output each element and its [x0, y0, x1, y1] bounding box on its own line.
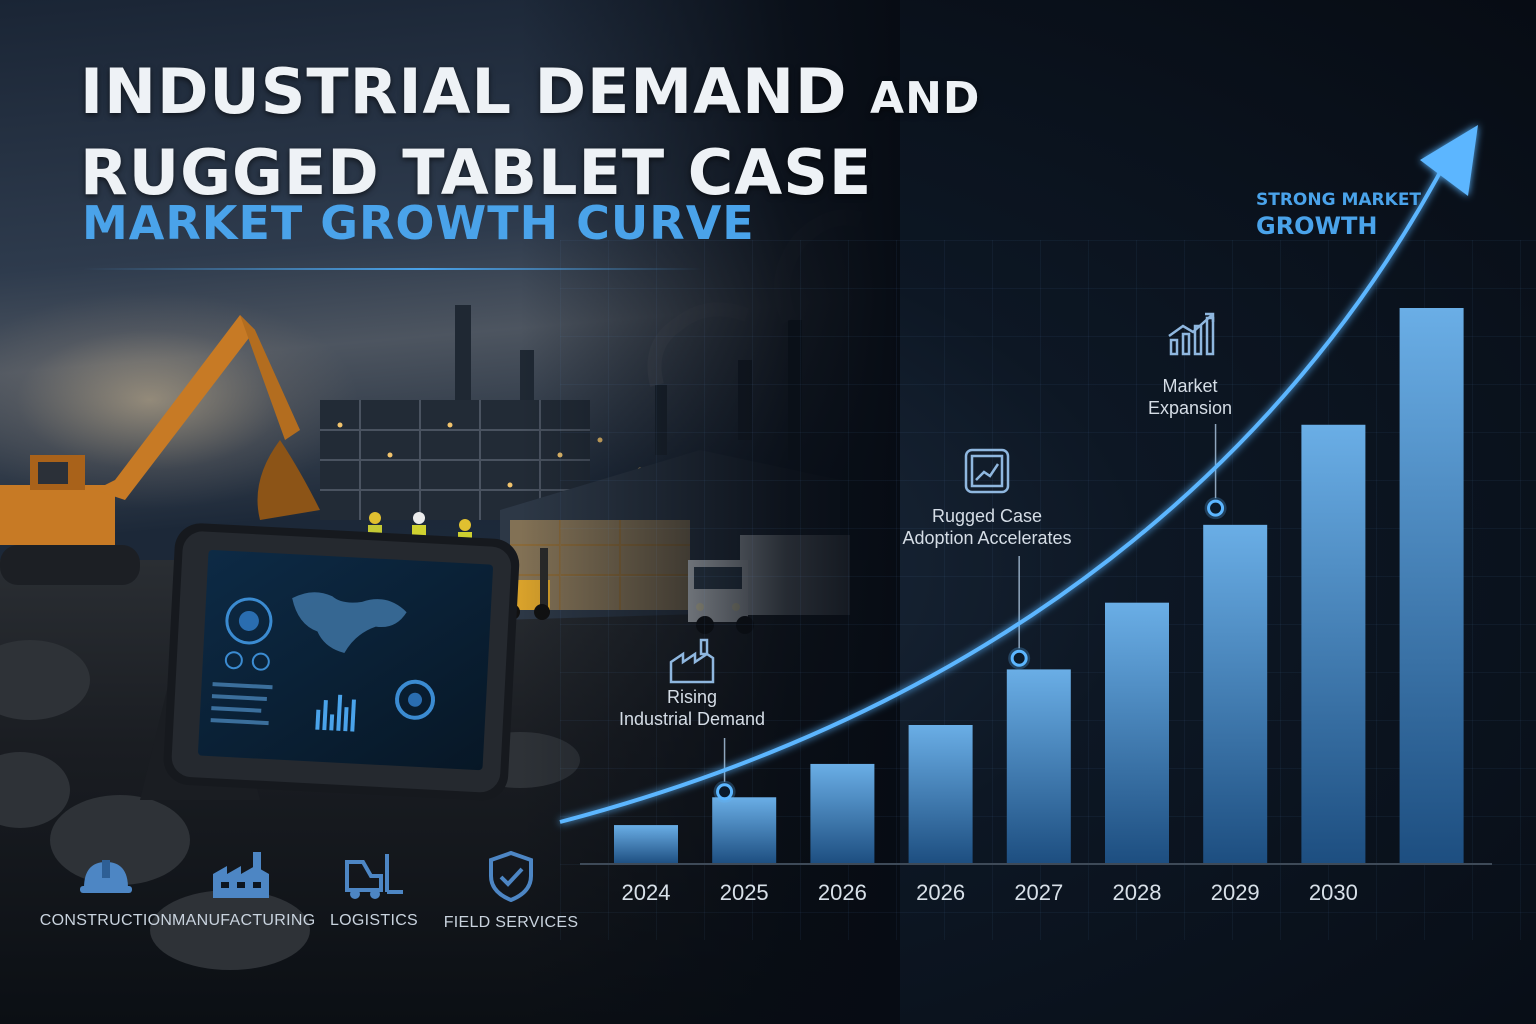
tablet-icon	[964, 448, 1010, 494]
tick-label-5: 2028	[1113, 880, 1162, 905]
bar-2	[810, 763, 875, 864]
industry-logistics: LOGISTICS	[304, 850, 444, 930]
bar-8	[1399, 308, 1464, 864]
industry-construction: CONSTRUCTION	[36, 850, 176, 930]
trend-arrow-head	[1420, 125, 1478, 196]
annotation-0-line-1: Industrial Demand	[619, 709, 765, 729]
forklift-icon	[345, 854, 403, 899]
annotation-2-line-0: Market	[1162, 376, 1217, 396]
trend-marker-0	[716, 783, 734, 801]
industry-label: FIELD SERVICES	[443, 914, 579, 931]
tick-label-1: 2025	[720, 880, 769, 905]
growth-chart-icon	[1168, 312, 1215, 356]
tick-label-0: 2024	[622, 880, 671, 905]
industry-label: CONSTRUCTION	[39, 912, 173, 929]
tick-label-3: 2026	[916, 880, 965, 905]
bar-6	[1203, 524, 1268, 864]
trend-markers	[713, 497, 1227, 803]
tick-label-2: 2026	[818, 880, 867, 905]
factory-icon	[669, 638, 715, 684]
tick-label-4: 2027	[1014, 880, 1063, 905]
annotation-2-line-1: Expansion	[1148, 398, 1232, 418]
tick-label-6: 2029	[1211, 880, 1260, 905]
bar-7	[1301, 424, 1366, 864]
rugged-tablet	[140, 523, 520, 801]
annotation-1-line-1: Adoption Accelerates	[902, 528, 1071, 548]
industry-manufacturing: MANUFACTURING	[172, 850, 316, 930]
title-underline	[82, 268, 702, 270]
callout-line-1: STRONG MARKET	[1256, 190, 1421, 210]
industry-list: CONSTRUCTION MANUFACTURING LOGISTICS	[36, 850, 596, 950]
title-line-1-main: INDUSTRIAL DEMAND	[80, 55, 848, 128]
bar-1	[712, 797, 777, 864]
subtitle: MARKET GROWTH CURVE	[82, 196, 755, 250]
excavator	[0, 315, 320, 585]
annotation-0-line-0: Rising	[667, 687, 717, 707]
x-axis-ticks: 2024 2025 2026 2026 2027 2028 2029 2030	[622, 880, 1358, 905]
trend-marker-2	[1207, 499, 1225, 517]
tick-label-7: 2030	[1309, 880, 1358, 905]
bar-4	[1006, 669, 1071, 864]
title-line-1: INDUSTRIAL DEMAND AND	[80, 58, 1040, 133]
trend-marker-1	[1010, 649, 1028, 667]
bar-5	[1105, 602, 1169, 864]
industry-label: MANUFACTURING	[172, 912, 316, 929]
trend-curve	[559, 149, 1454, 824]
bar-3	[908, 725, 973, 864]
industry-label: LOGISTICS	[329, 912, 419, 929]
industry-field-services: FIELD SERVICES	[441, 850, 581, 932]
hard-hat-icon	[80, 860, 132, 893]
title-line-2: RUGGED TABLET CASE	[80, 136, 873, 209]
shield-check-icon	[489, 850, 533, 902]
main-title: INDUSTRIAL DEMAND AND RUGGED TABLET CASE	[80, 58, 1040, 207]
callout-line-2: GROWTH	[1256, 212, 1378, 240]
bar-0	[614, 825, 678, 864]
bar-series	[614, 308, 1464, 864]
annotation-1-line-0: Rugged Case	[932, 506, 1042, 526]
factory-icon	[213, 852, 269, 898]
title-line-1-and: AND	[870, 73, 981, 124]
